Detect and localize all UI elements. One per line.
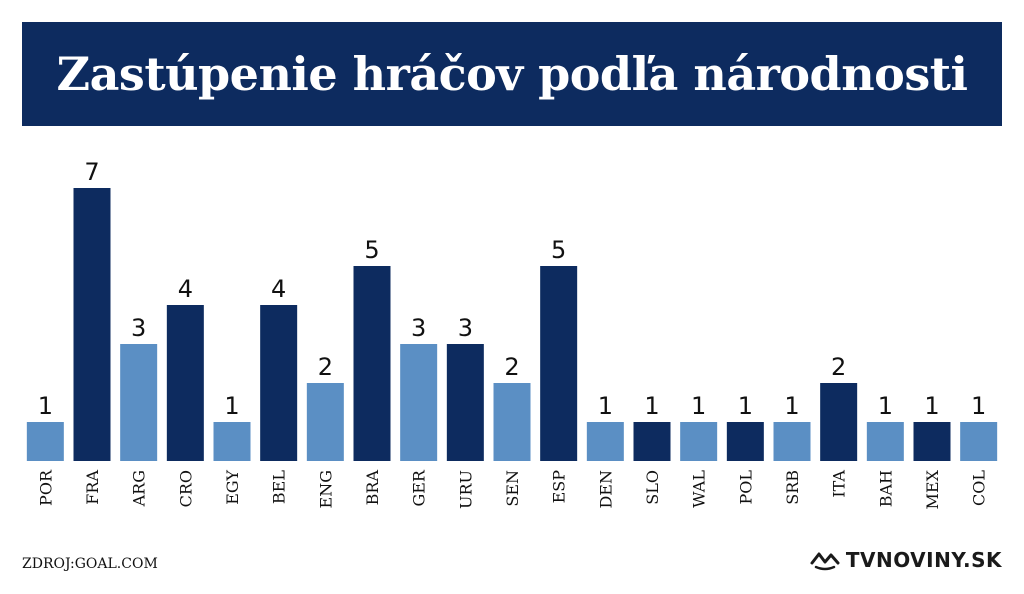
brand-name: TVNOVINY.SK <box>845 548 1002 572</box>
bar-bel <box>260 305 298 461</box>
bar-fra <box>73 188 111 461</box>
category-label-esp: ESP <box>550 470 569 504</box>
value-label-arg: 3 <box>131 314 146 342</box>
value-label-col: 1 <box>971 392 986 420</box>
bar-sen <box>493 383 531 461</box>
value-label-cro: 4 <box>178 275 193 303</box>
value-label-fra: 7 <box>84 158 99 186</box>
value-label-uru: 3 <box>458 314 473 342</box>
chart-title: Zastúpenie hráčov podľa národnosti <box>56 47 968 101</box>
category-label-egy: EGY <box>223 470 242 505</box>
value-label-bel: 4 <box>271 275 286 303</box>
category-label-pol: POL <box>736 470 755 505</box>
category-label-wal: WAL <box>690 470 709 508</box>
bar-mex <box>913 422 951 461</box>
category-label-arg: ARG <box>130 470 149 507</box>
value-label-esp: 5 <box>551 236 566 264</box>
brand-logo: TVNOVINY.SK <box>810 548 1002 572</box>
bar-col <box>960 422 998 461</box>
value-label-den: 1 <box>598 392 613 420</box>
bar-bra <box>353 266 391 461</box>
category-label-sen: SEN <box>503 470 522 507</box>
category-label-slo: SLO <box>643 470 662 505</box>
bar-eng <box>306 383 344 461</box>
category-label-fra: FRA <box>83 470 102 505</box>
category-label-col: COL <box>970 470 989 506</box>
bar-esp <box>540 266 578 461</box>
bar-srb <box>773 422 811 461</box>
value-label-bah: 1 <box>878 392 893 420</box>
category-label-den: DEN <box>596 470 615 509</box>
category-label-bah: BAH <box>876 470 895 507</box>
category-label-cro: CRO <box>176 470 195 507</box>
bar-ita <box>820 383 858 461</box>
category-label-bra: BRA <box>363 470 382 506</box>
bar-den <box>586 422 624 461</box>
value-label-srb: 1 <box>784 392 799 420</box>
source-label: ZDROJ:GOAL.COM <box>22 556 158 572</box>
value-label-slo: 1 <box>644 392 659 420</box>
bar-bah <box>866 422 904 461</box>
value-label-bra: 5 <box>364 236 379 264</box>
bar-ger <box>400 344 438 461</box>
category-label-por: POR <box>36 469 55 506</box>
bar-pol <box>726 422 764 461</box>
value-label-egy: 1 <box>224 392 239 420</box>
category-label-ita: ITA <box>830 470 849 498</box>
bar-egy <box>213 422 251 461</box>
brand-wave-icon <box>810 552 840 571</box>
title-bar: Zastúpenie hráčov podľa národnosti <box>22 22 1002 126</box>
category-label-ger: GER <box>410 469 429 506</box>
category-label-uru: URU <box>456 470 475 509</box>
value-label-mex: 1 <box>924 392 939 420</box>
category-label-eng: ENG <box>316 470 335 508</box>
bar-slo <box>633 422 671 461</box>
value-label-ger: 3 <box>411 314 426 342</box>
category-label-bel: BEL <box>270 470 289 504</box>
value-label-ita: 2 <box>831 353 846 381</box>
category-label-srb: SRB <box>783 470 802 505</box>
category-label-mex: MEX <box>923 469 942 509</box>
bar-por <box>26 422 64 461</box>
value-label-por: 1 <box>38 392 53 420</box>
bar-cro <box>166 305 204 461</box>
value-label-sen: 2 <box>504 353 519 381</box>
bar-wal <box>680 422 718 461</box>
bar-arg <box>120 344 158 461</box>
value-label-pol: 1 <box>738 392 753 420</box>
value-label-wal: 1 <box>691 392 706 420</box>
value-label-eng: 2 <box>318 353 333 381</box>
bar-uru <box>446 344 484 461</box>
